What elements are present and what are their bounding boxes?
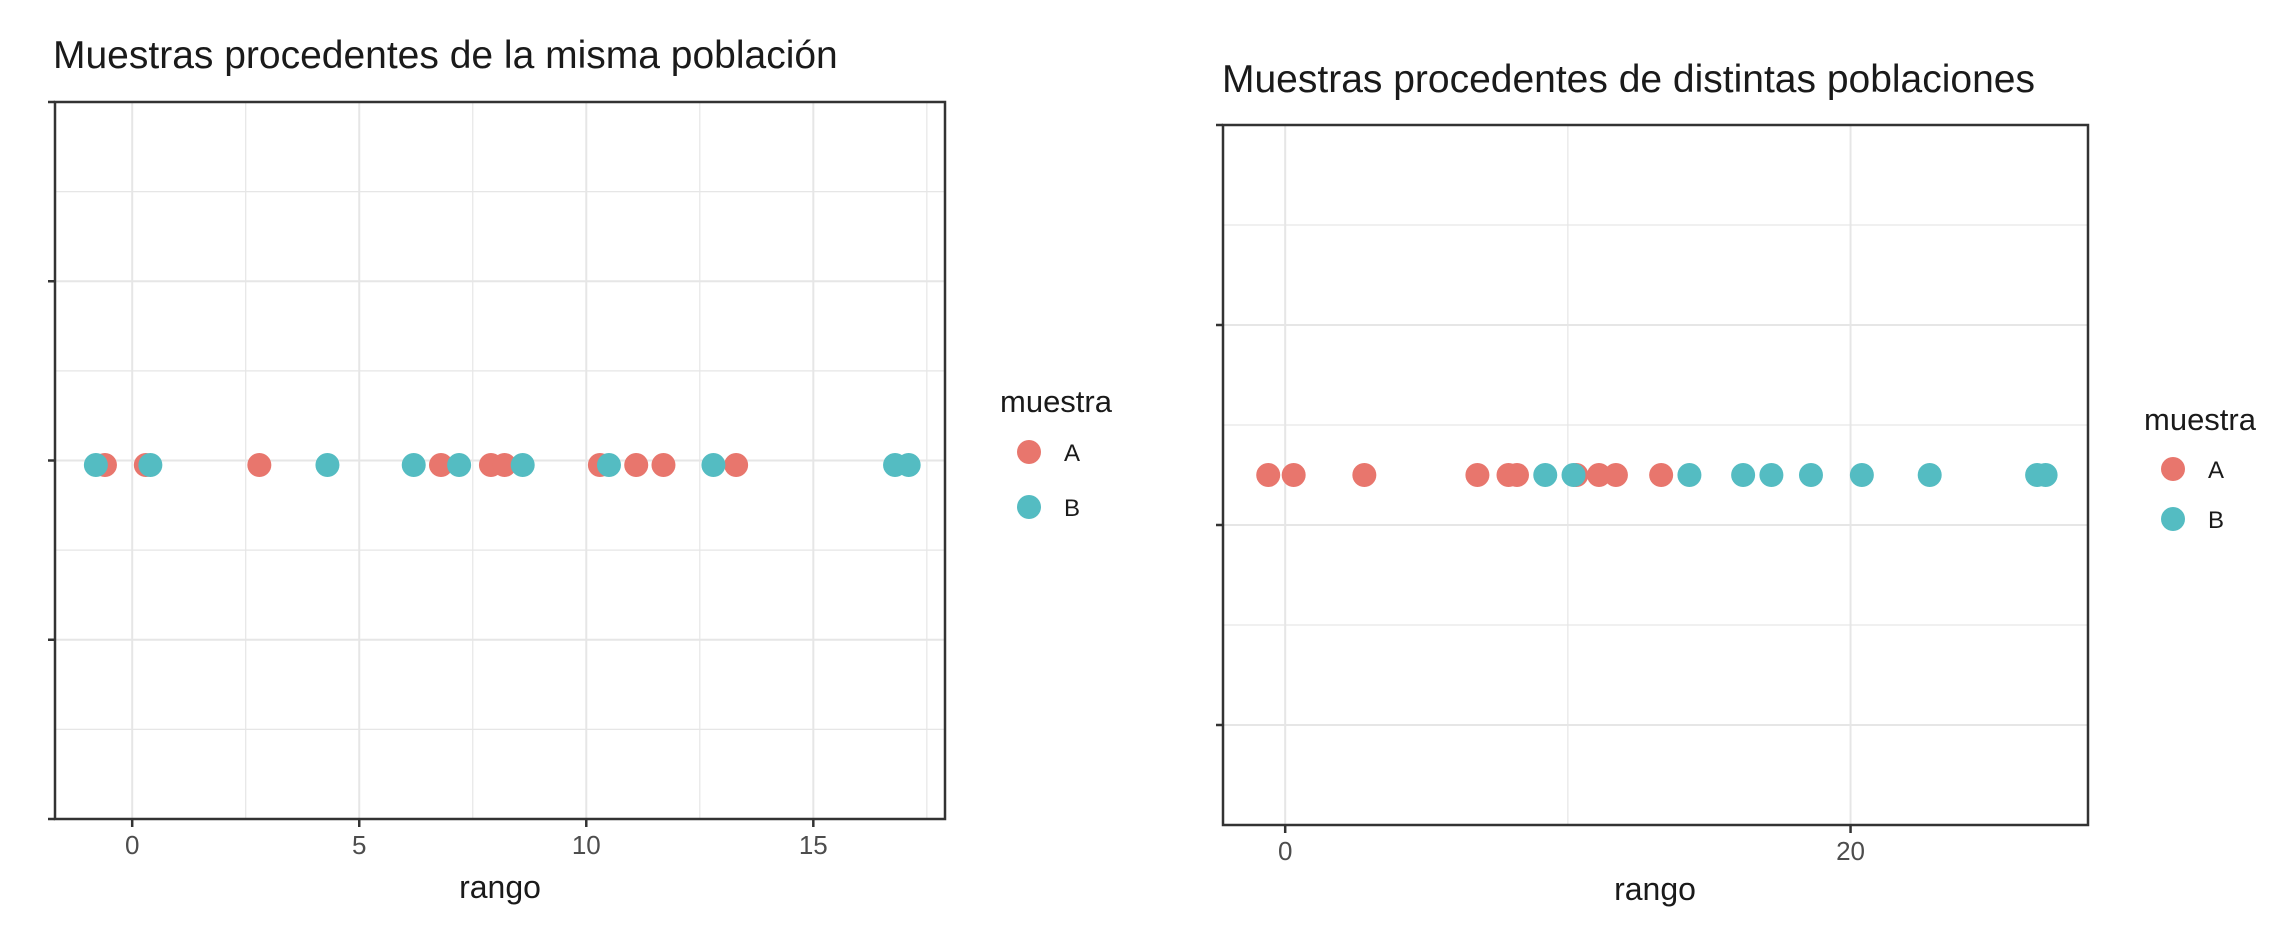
chart-2-points	[1256, 463, 2058, 487]
point-b	[1798, 463, 1823, 487]
chart-2-legend-key-a	[2161, 457, 2185, 481]
point-b	[596, 453, 621, 477]
chart-1-legend-key-b	[1017, 495, 1041, 519]
chart-1-x-axis-title: rango	[459, 869, 541, 905]
chart-1-x-ticks: 0 5 10 15	[48, 100, 828, 860]
point-b	[1533, 463, 1558, 487]
point-b	[1677, 463, 1702, 487]
point-b	[1759, 463, 1784, 487]
x-tick-label: 0	[1278, 836, 1292, 866]
point-a	[247, 453, 272, 477]
point-b	[1849, 463, 1874, 487]
chart-1-frame	[53, 100, 947, 821]
point-b	[1561, 463, 1586, 487]
point-b	[83, 453, 108, 477]
point-a	[724, 453, 749, 477]
point-b	[2033, 463, 2058, 487]
point-a	[624, 453, 649, 477]
point-a	[492, 453, 517, 477]
chart-2-legend-label-b: B	[2208, 507, 2224, 534]
point-a	[651, 453, 676, 477]
point-b	[701, 453, 726, 477]
point-a	[1352, 463, 1377, 487]
point-a	[1504, 463, 1529, 487]
point-b	[315, 453, 340, 477]
x-tick-label: 10	[572, 830, 601, 860]
chart-2-x-axis-title: rango	[1614, 871, 1696, 907]
point-a	[1603, 463, 1628, 487]
chart-1-legend-title: muestra	[1000, 384, 1113, 419]
chart-panel-2: Muestras procedentes de distintas poblac…	[1216, 58, 2257, 907]
chart-2-frame	[1221, 123, 2090, 827]
chart-2-legend-title: muestra	[2144, 402, 2257, 437]
point-a	[1256, 463, 1281, 487]
point-b	[896, 453, 921, 477]
x-tick-label: 15	[799, 830, 828, 860]
chart-2-legend: muestra A B	[2144, 402, 2257, 534]
point-b	[447, 453, 472, 477]
point-a	[1281, 463, 1306, 487]
chart-1-legend-label-b: B	[1064, 495, 1080, 522]
chart-2-legend-key-b	[2161, 507, 2185, 531]
point-b	[510, 453, 535, 477]
point-b	[138, 453, 163, 477]
point-b	[1731, 463, 1756, 487]
point-a	[1586, 463, 1611, 487]
chart-1-legend-key-a	[1017, 440, 1041, 464]
chart-2-legend-label-a: A	[2208, 457, 2224, 484]
x-tick-label: 20	[1836, 836, 1865, 866]
point-a	[1465, 463, 1490, 487]
point-a	[1649, 463, 1674, 487]
chart-1-legend-label-a: A	[1064, 440, 1080, 467]
chart-1-title: Muestras procedentes de la misma poblaci…	[53, 34, 838, 77]
chart-panel-1: Muestras procedentes de la misma poblaci…	[48, 34, 1113, 905]
chart-2-x-ticks: 0 20	[1216, 123, 1865, 866]
chart-1-points	[83, 453, 921, 477]
point-a	[428, 453, 453, 477]
x-tick-label: 0	[125, 830, 139, 860]
point-b	[401, 453, 426, 477]
chart-2-title: Muestras procedentes de distintas poblac…	[1222, 58, 2035, 101]
chart-1-legend: muestra A B	[1000, 384, 1113, 522]
point-b	[1917, 463, 1942, 487]
x-tick-label: 5	[352, 830, 366, 860]
